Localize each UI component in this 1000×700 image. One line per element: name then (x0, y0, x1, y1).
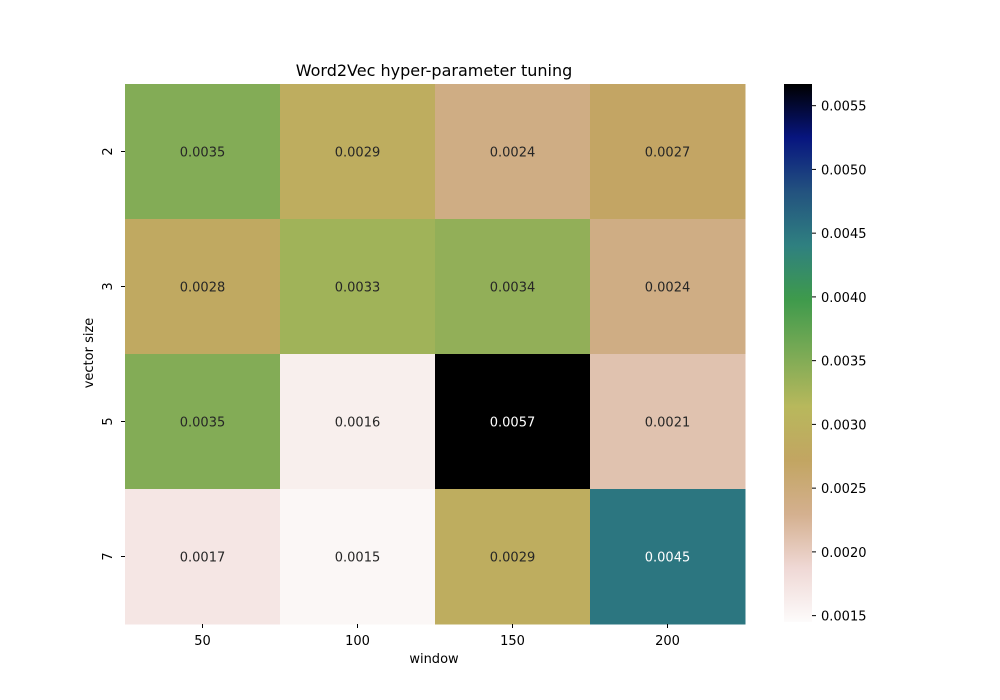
y-tick-label: 5 (101, 417, 116, 425)
colorbar-tick-label: 0.0035 (821, 355, 867, 370)
colorbar-tick-label: 0.0020 (821, 546, 867, 561)
heatmap-cell (590, 489, 746, 625)
heatmap-cell (280, 489, 436, 625)
heatmap-cell (280, 354, 436, 490)
heatmap-cell (435, 354, 591, 490)
cell-value-label: 0.0035 (180, 146, 226, 161)
cell-value-label: 0.0027 (645, 146, 691, 161)
colorbar-tick-label: 0.0030 (821, 418, 867, 433)
colorbar-gradient (784, 84, 812, 622)
cell-value-label: 0.0034 (490, 281, 536, 296)
chart-title: Word2Vec hyper-parameter tuning (296, 61, 573, 80)
heatmap-cell (590, 84, 746, 220)
heatmap-cell (280, 84, 436, 220)
heatmap-cell (435, 219, 591, 355)
y-tick-label: 3 (101, 282, 116, 290)
colorbar-tick-label: 0.0050 (821, 163, 867, 178)
x-tick-label: 150 (500, 634, 525, 649)
heatmap-cell (590, 219, 746, 355)
cell-value-label: 0.0024 (490, 146, 536, 161)
heatmap-cell (435, 489, 591, 625)
cell-value-label: 0.0017 (180, 551, 226, 566)
x-axis-ticks: 50 100 150 200 (194, 624, 680, 649)
y-tick-label: 2 (101, 147, 116, 155)
cell-value-label: 0.0015 (335, 551, 381, 566)
colorbar-tick-label: 0.0045 (821, 227, 867, 242)
x-tick-label: 100 (345, 634, 370, 649)
cell-value-label: 0.0035 (180, 416, 226, 431)
cell-value-label: 0.0033 (335, 281, 381, 296)
heatmap-cells: 0.0035 0.0029 0.0024 0.0027 0.0028 0.0033 0.00… (125, 84, 746, 625)
cell-value-label: 0.0028 (180, 281, 226, 296)
heatmap-cell (125, 84, 281, 220)
heatmap-cell (125, 489, 281, 625)
cell-value-label: 0.0057 (490, 416, 536, 431)
colorbar-tick-label: 0.0040 (821, 291, 867, 306)
heatmap-cell (435, 84, 591, 220)
heatmap-cell (280, 219, 436, 355)
x-tick-label: 50 (194, 634, 211, 649)
y-axis-label: vector size (82, 318, 97, 389)
heatmap-cell (590, 354, 746, 490)
colorbar: 0.0015 0.0020 0.0025 0.0030 0.0035 0.0040 0.00… (784, 84, 867, 625)
cell-value-label: 0.0045 (645, 551, 691, 566)
cell-value-label: 0.0029 (490, 551, 536, 566)
y-tick-label: 7 (101, 552, 116, 560)
y-axis-ticks: 2 3 5 7 (101, 147, 125, 561)
x-tick-label: 200 (655, 634, 680, 649)
colorbar-tick-label: 0.0025 (821, 482, 867, 497)
colorbar-tick-label: 0.0055 (821, 100, 867, 115)
x-axis-label: window (409, 652, 459, 667)
cell-value-label: 0.0016 (335, 416, 381, 431)
heatmap-cell (125, 354, 281, 490)
heatmap-cell (125, 219, 281, 355)
colorbar-tick-label: 0.0015 (821, 610, 867, 625)
cell-value-label: 0.0024 (645, 281, 691, 296)
cell-value-label: 0.0021 (645, 416, 691, 431)
cell-value-label: 0.0029 (335, 146, 381, 161)
